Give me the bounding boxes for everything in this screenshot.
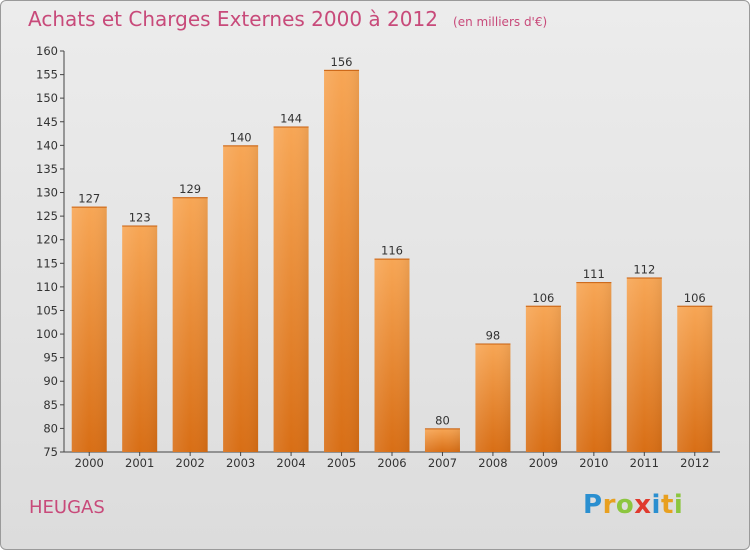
bar-value-label: 80 — [435, 413, 450, 427]
bar-value-label: 111 — [583, 267, 605, 281]
logo-letter: x — [634, 490, 652, 520]
y-tick-label: 125 — [36, 209, 58, 223]
x-tick-label: 2003 — [226, 456, 255, 470]
y-tick-label: 90 — [43, 374, 58, 388]
chart-title-row: Achats et Charges Externes 2000 à 2012 (… — [28, 7, 547, 31]
y-tick-label: 130 — [36, 186, 58, 200]
y-tick-label: 100 — [36, 327, 58, 341]
y-tick-label: 160 — [36, 44, 58, 58]
bar-shine — [576, 282, 612, 452]
chart-bars — [71, 69, 713, 452]
x-tick-label: 2007 — [428, 456, 457, 470]
chart-labels: 127 123 129 140 144 156 116 80 98 106 111 112 106 — [78, 55, 705, 428]
x-tick-label: 2008 — [478, 456, 507, 470]
bar-value-label: 106 — [684, 291, 706, 305]
y-tick-label: 85 — [43, 398, 58, 412]
bar-value-label: 123 — [129, 211, 151, 225]
chart-axes: 75 80 85 90 95 100 105 110 115 120 125 130 135 140 145… — [36, 44, 720, 470]
x-tick-label: 2011 — [630, 456, 659, 470]
x-tick-label: 2012 — [680, 456, 709, 470]
bar-value-label: 144 — [280, 111, 302, 125]
y-tick-label: 115 — [36, 256, 58, 270]
bar-shine — [677, 305, 713, 452]
proxiti-logo: Proxiti — [583, 490, 683, 520]
y-tick-label: 140 — [36, 138, 58, 152]
y-tick-label: 75 — [43, 445, 58, 459]
bar-value-label: 127 — [78, 192, 100, 206]
bar-shine — [71, 206, 107, 452]
y-tick-label: 145 — [36, 115, 58, 129]
chart-subtitle: (en milliers d'€) — [453, 15, 548, 29]
bar-shine — [626, 277, 662, 452]
bar-value-label: 116 — [381, 244, 403, 258]
x-tick-label: 2005 — [327, 456, 356, 470]
y-tick-label: 110 — [36, 280, 58, 294]
bar-value-label: 106 — [532, 291, 554, 305]
y-tick-label: 150 — [36, 91, 58, 105]
bar-shine — [122, 225, 158, 452]
logo-letter: i — [651, 490, 661, 520]
logo-letter: o — [615, 490, 635, 520]
x-tick-label: 2002 — [176, 456, 205, 470]
y-tick-label: 80 — [43, 421, 58, 435]
bar-value-label: 140 — [230, 130, 252, 144]
x-tick-label: 2000 — [75, 456, 104, 470]
logo-letter: r — [602, 490, 616, 520]
commune-name: HEUGAS — [29, 497, 105, 518]
bar-shine — [273, 126, 309, 452]
logo-letter: i — [673, 490, 684, 520]
logo-letter: t — [660, 490, 674, 520]
bar-value-label: 129 — [179, 182, 201, 196]
bar-value-label: 112 — [633, 262, 655, 276]
y-tick-label: 120 — [36, 233, 58, 247]
bar-shine — [172, 197, 208, 452]
x-tick-label: 2009 — [529, 456, 558, 470]
logo-letter: P — [583, 490, 603, 520]
x-tick-label: 2001 — [125, 456, 154, 470]
bar-shine — [525, 305, 561, 452]
x-tick-label: 2004 — [276, 456, 305, 470]
x-tick-label: 2010 — [579, 456, 608, 470]
bar-value-label: 156 — [331, 55, 353, 69]
y-tick-label: 135 — [36, 162, 58, 176]
chart-title: Achats et Charges Externes 2000 à 2012 — [28, 7, 438, 31]
bar-shine — [374, 258, 410, 452]
y-tick-label: 95 — [43, 351, 58, 365]
bar-shine — [424, 428, 460, 452]
bar-shine — [475, 343, 511, 452]
bar-value-label: 98 — [486, 328, 501, 342]
bar-shine — [324, 69, 360, 452]
x-tick-label: 2006 — [377, 456, 406, 470]
y-tick-label: 155 — [36, 68, 58, 82]
bar-shine — [223, 145, 259, 452]
y-tick-label: 105 — [36, 303, 58, 317]
